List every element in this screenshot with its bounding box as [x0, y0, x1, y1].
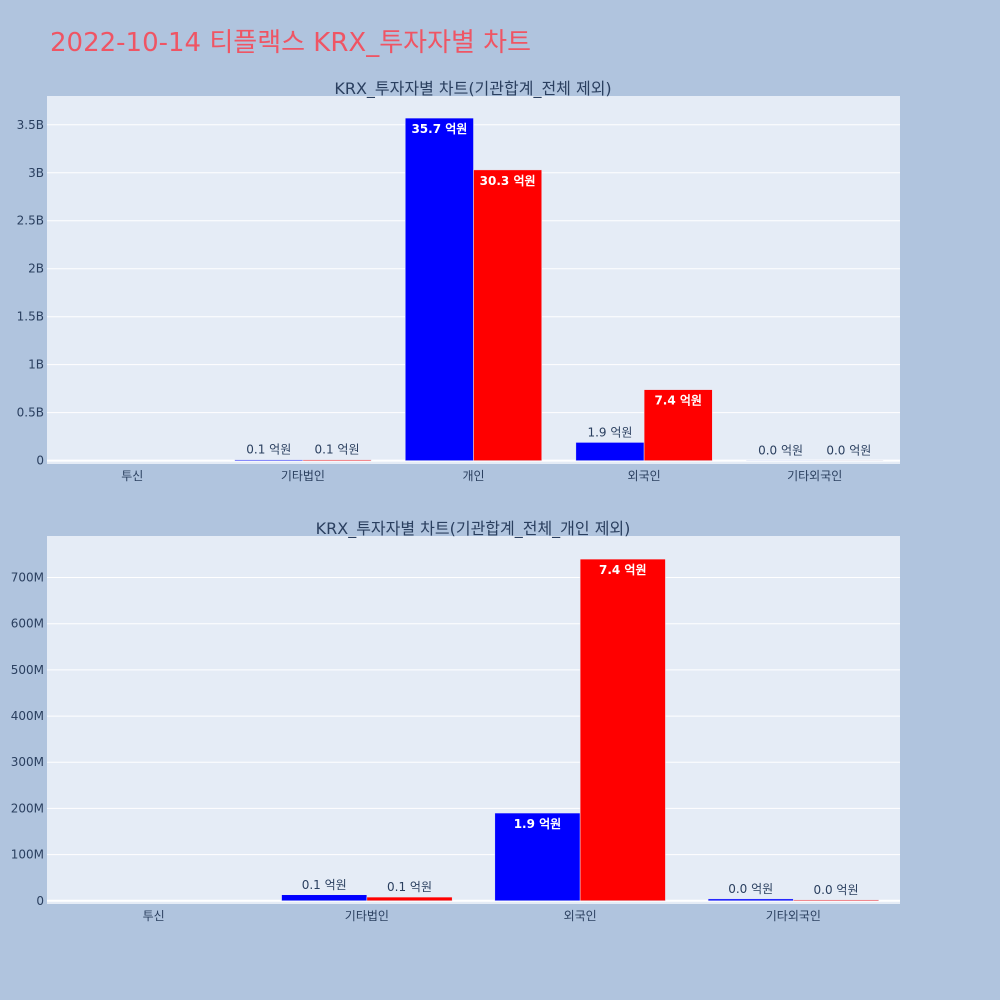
chart-bottom-ytick-label: 500M	[11, 663, 44, 677]
chart-bottom-ytick-label: 100M	[11, 848, 44, 862]
chart-top-ytick-label: 3B	[28, 166, 44, 180]
chart-top-data-label: 1.9 억원	[587, 425, 632, 439]
chart-bottom-data-label: 0.1 억원	[302, 878, 347, 892]
chart-top-bar	[405, 117, 474, 461]
chart-bottom-bar	[579, 558, 666, 902]
chart-top-title: KRX_투자자별 차트(기관합계_전체 제외)	[334, 79, 611, 99]
chart-top-xtick-label: 기타외국인	[787, 469, 842, 483]
chart-top-xtick-label: 개인	[462, 469, 484, 483]
chart-top-ytick-label: 2B	[28, 262, 44, 276]
chart-bottom-xtick-label: 기타외국인	[766, 909, 821, 923]
chart-bottom-xtick-label: 기타법인	[345, 909, 389, 923]
chart-bottom-data-label: 0.0 억원	[728, 882, 773, 896]
chart-bottom-plot-area	[47, 536, 900, 904]
chart-top-bar	[302, 459, 372, 461]
chart-top-bar	[473, 169, 542, 461]
page-title: 2022-10-14 티플랙스 KRX_투자자별 차트	[50, 28, 532, 58]
chart-bottom-bar	[281, 894, 368, 902]
chart-bottom-bar	[793, 899, 879, 902]
chart-bottom-ytick-label: 300M	[11, 755, 44, 769]
chart-bottom-data-label: 1.9 억원	[514, 817, 562, 831]
chart-bottom-data-label: 7.4 억원	[599, 563, 647, 577]
chart-top-ytick-label: 3.5B	[17, 118, 44, 132]
chart-bottom-data-label: 0.1 억원	[387, 880, 432, 894]
chart-top-ytick-label: 1.5B	[17, 310, 44, 324]
chart-top-ytick-label: 1B	[28, 358, 44, 372]
chart-top-data-label: 35.7 억원	[411, 122, 467, 136]
chart-bottom-ytick-label: 600M	[11, 617, 44, 631]
chart-top-data-label: 0.0 억원	[826, 444, 871, 458]
chart-bottom-ytick-label: 0	[36, 894, 44, 908]
chart-top-ytick-label: 0	[36, 454, 44, 468]
chart-top-xtick-label: 외국인	[628, 469, 661, 483]
chart-bottom-data-label: 0.0 억원	[814, 883, 859, 897]
chart-bottom-ytick-label: 700M	[11, 571, 44, 585]
chart-top-xtick-label: 기타법인	[281, 469, 325, 483]
chart-top-ytick-label: 0.5B	[17, 406, 44, 420]
chart-bottom-bar	[366, 896, 453, 902]
chart-top-data-label: 0.1 억원	[315, 443, 360, 457]
chart-top-ytick-label: 2.5B	[17, 214, 44, 228]
chart-bottom-bar	[707, 898, 794, 902]
chart-top-data-label: 30.3 억원	[480, 174, 536, 188]
chart-top-data-label: 7.4 억원	[654, 394, 702, 408]
chart-top-xtick-label: 투신	[121, 469, 143, 483]
chart-top-bar	[643, 389, 713, 461]
chart-top-data-label: 0.0 억원	[758, 444, 803, 458]
chart-bottom-ytick-label: 200M	[11, 801, 44, 815]
chart-top: 0 0.5B 1B 1.5B 2B 2.5B 3B 3.5B 투신 기타법인 0.1 억원 0.1 억…	[17, 79, 900, 483]
chart-top-data-label: 0.1 억원	[246, 443, 291, 457]
chart-bottom-ytick-label: 400M	[11, 709, 44, 723]
chart-bottom-xtick-label: 외국인	[564, 909, 597, 923]
chart-bottom-xtick-label: 투신	[143, 909, 165, 923]
chart-bottom-title: KRX_투자자별 차트(기관합계_전체_개인 제외)	[316, 519, 631, 539]
